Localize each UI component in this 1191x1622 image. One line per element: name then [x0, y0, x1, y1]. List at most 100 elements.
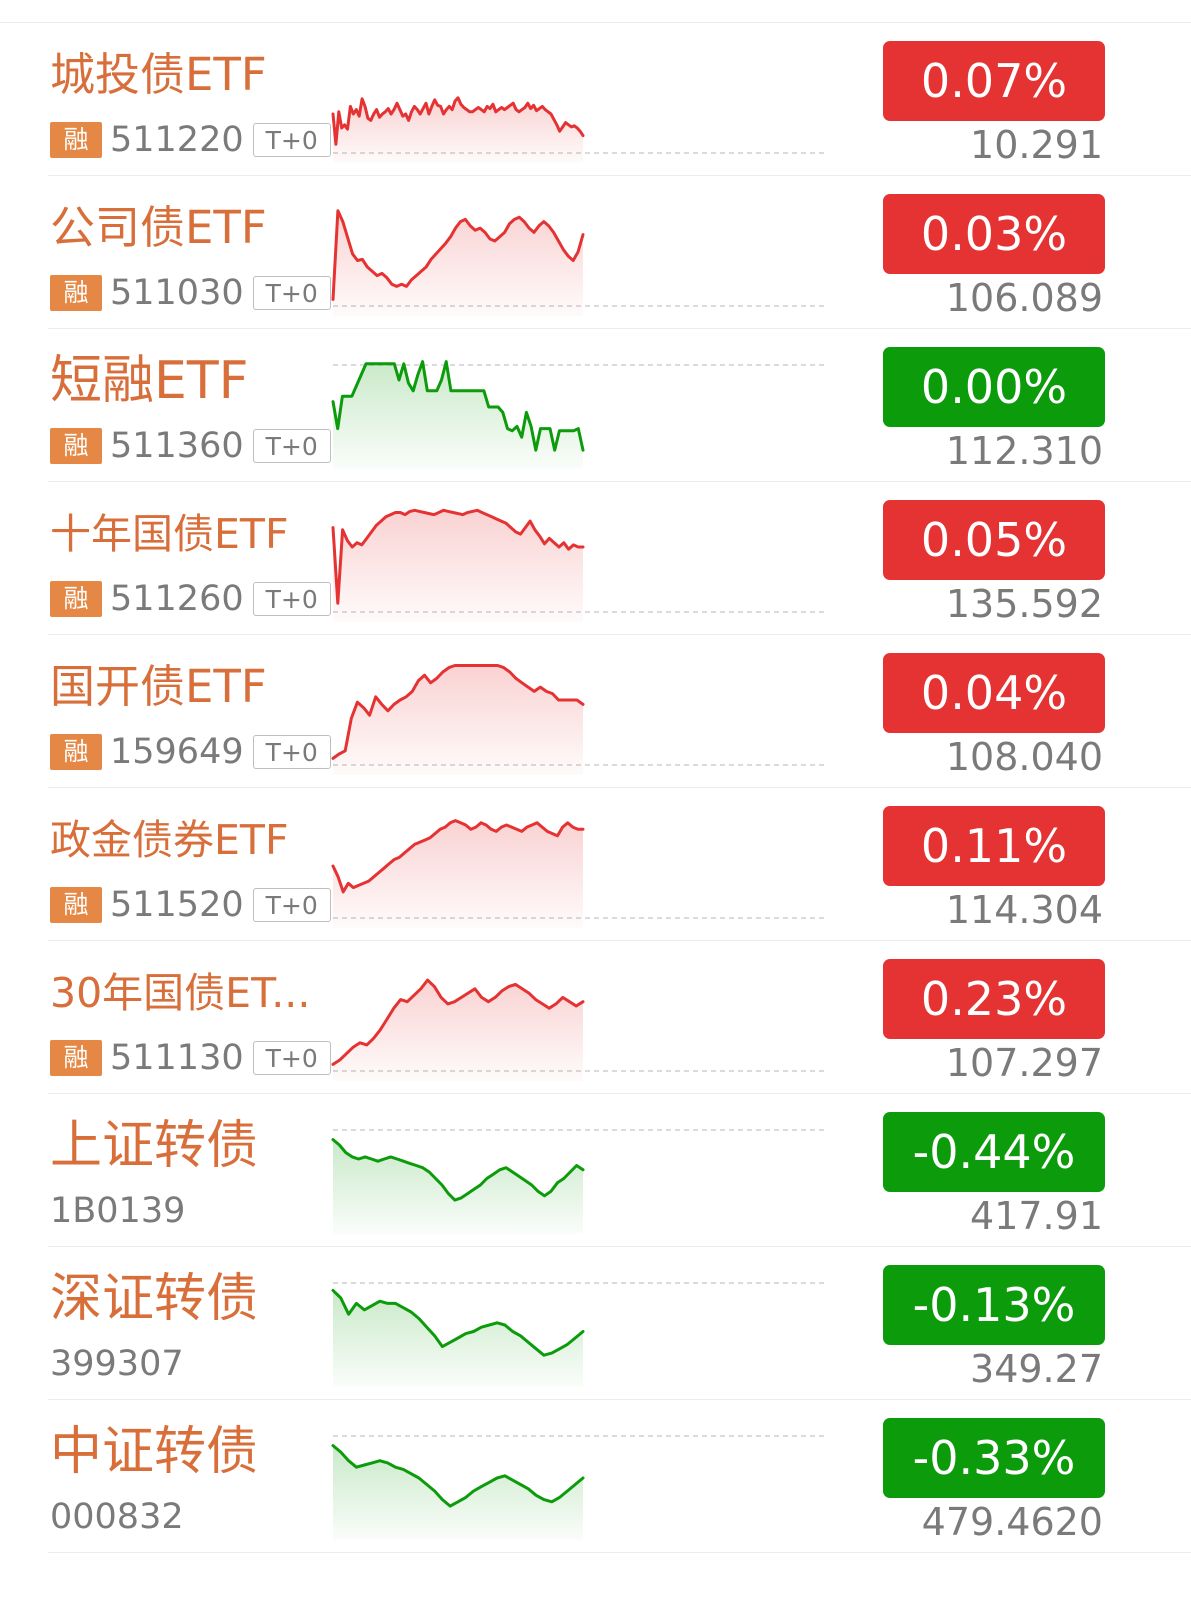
sparkline-area	[333, 665, 583, 775]
margin-tag: 融	[50, 887, 102, 923]
fund-meta: 融 511130 T+0	[50, 1038, 331, 1078]
row-divider	[48, 940, 1191, 941]
last-price: 112.310	[945, 429, 1103, 473]
fund-meta: 融 511260 T+0	[50, 579, 331, 619]
t0-tag: T+0	[252, 888, 331, 922]
fund-name: 城投债ETF	[50, 48, 267, 101]
row-divider	[48, 1399, 1191, 1400]
change-percent-badge: 0.11%	[883, 806, 1105, 886]
intraday-sparkline	[331, 978, 828, 1081]
margin-tag: 融	[50, 734, 102, 770]
fund-code: 511360	[110, 426, 244, 466]
fund-row-000832[interactable]: 中证转债 000832 -0.33% 479.4620	[0, 1400, 1191, 1553]
fund-list: 城投债ETF 融 511220 T+0 0.07% 10.291 公司债ETF …	[0, 23, 1191, 1553]
fund-code: 511220	[110, 120, 244, 160]
sparkline-area	[333, 97, 583, 163]
change-percent-badge: -0.44%	[883, 1112, 1105, 1192]
sparkline-line	[331, 360, 585, 452]
last-price: 114.304	[945, 888, 1103, 932]
row-divider	[48, 1246, 1191, 1247]
last-price: 10.291	[970, 123, 1103, 167]
sparkline-line	[331, 1138, 585, 1202]
intraday-sparkline	[331, 819, 828, 928]
last-price: 106.089	[945, 276, 1103, 320]
last-price: 349.27	[970, 1347, 1103, 1391]
t0-tag: T+0	[252, 735, 331, 769]
intraday-sparkline	[331, 664, 828, 775]
change-percent-badge: 0.00%	[883, 347, 1105, 427]
fund-row-159649[interactable]: 国开债ETF 融 159649 T+0 0.04% 108.040	[0, 635, 1191, 788]
fund-meta: 融 511520 T+0	[50, 885, 331, 925]
fund-name: 深证转债	[50, 1269, 259, 1329]
fund-code: 399307	[50, 1344, 184, 1384]
sparkline-line	[331, 1288, 585, 1357]
margin-tag: 融	[50, 122, 102, 158]
row-divider	[48, 328, 1191, 329]
t0-tag: T+0	[252, 429, 331, 463]
fund-row-511360[interactable]: 短融ETF 融 511360 T+0 0.00% 112.310	[0, 329, 1191, 482]
fund-code: 159649	[110, 732, 244, 772]
fund-meta: 000832	[50, 1497, 184, 1537]
intraday-sparkline	[331, 1435, 828, 1540]
row-divider	[48, 634, 1191, 635]
sparkline-line	[331, 209, 585, 301]
last-price: 135.592	[945, 582, 1103, 626]
fund-row-511220[interactable]: 城投债ETF 融 511220 T+0 0.07% 10.291	[0, 23, 1191, 176]
change-percent-badge: 0.05%	[883, 500, 1105, 580]
t0-tag: T+0	[252, 582, 331, 616]
t0-tag: T+0	[252, 1041, 331, 1075]
fund-meta: 399307	[50, 1344, 184, 1384]
fund-meta: 融 511220 T+0	[50, 120, 331, 160]
change-percent-badge: -0.13%	[883, 1265, 1105, 1345]
change-percent-badge: 0.04%	[883, 653, 1105, 733]
sparkline-line	[331, 96, 585, 146]
change-percent-badge: 0.07%	[883, 41, 1105, 121]
fund-name: 30年国债ET...	[50, 969, 311, 1017]
fund-meta: 融 159649 T+0	[50, 732, 331, 772]
last-price: 107.297	[945, 1041, 1103, 1085]
sparkline-area	[333, 980, 583, 1081]
fund-row-511260[interactable]: 十年国债ETF 融 511260 T+0 0.05% 135.592	[0, 482, 1191, 635]
fund-name: 十年国债ETF	[50, 510, 289, 558]
sparkline-line	[331, 664, 585, 760]
sparkline-area	[333, 510, 583, 622]
fund-meta: 融 511360 T+0	[50, 426, 331, 466]
fund-row-511130[interactable]: 30年国债ET... 融 511130 T+0 0.23% 107.297	[0, 941, 1191, 1094]
fund-name: 上证转债	[50, 1116, 259, 1176]
fund-name: 公司债ETF	[50, 201, 267, 254]
t0-tag: T+0	[252, 276, 331, 310]
intraday-sparkline	[331, 1129, 828, 1234]
fund-code: 511030	[110, 273, 244, 313]
fund-row-1B0139[interactable]: 上证转债 1B0139 -0.44% 417.91	[0, 1094, 1191, 1247]
fund-meta: 1B0139	[50, 1191, 185, 1231]
margin-tag: 融	[50, 428, 102, 464]
fund-name: 政金债券ETF	[50, 816, 289, 864]
change-percent-badge: 0.03%	[883, 194, 1105, 274]
row-divider	[48, 1093, 1191, 1094]
sparkline-line	[331, 1444, 585, 1508]
fund-name: 短融ETF	[50, 351, 249, 411]
sparkline-line	[331, 508, 585, 605]
last-price: 479.4620	[921, 1500, 1103, 1544]
fund-name: 中证转债	[50, 1422, 259, 1482]
fund-code: 511130	[110, 1038, 244, 1078]
t0-tag: T+0	[252, 123, 331, 157]
fund-name: 国开债ETF	[50, 660, 267, 713]
intraday-sparkline	[331, 96, 828, 163]
fund-code: 000832	[50, 1497, 184, 1537]
row-divider	[48, 787, 1191, 788]
sparkline-area	[333, 820, 583, 928]
intraday-sparkline	[331, 209, 828, 316]
last-price: 108.040	[945, 735, 1103, 779]
fund-row-399307[interactable]: 深证转债 399307 -0.13% 349.27	[0, 1247, 1191, 1400]
intraday-sparkline	[331, 1282, 828, 1387]
fund-row-511030[interactable]: 公司债ETF 融 511030 T+0 0.03% 106.089	[0, 176, 1191, 329]
sparkline-area	[333, 361, 583, 469]
fund-row-511520[interactable]: 政金债券ETF 融 511520 T+0 0.11% 114.304	[0, 788, 1191, 941]
intraday-sparkline	[331, 360, 828, 469]
change-percent-badge: -0.33%	[883, 1418, 1105, 1498]
sparkline-area	[333, 210, 583, 316]
sparkline-line	[331, 978, 585, 1066]
row-divider	[48, 175, 1191, 176]
fund-code: 511520	[110, 885, 244, 925]
